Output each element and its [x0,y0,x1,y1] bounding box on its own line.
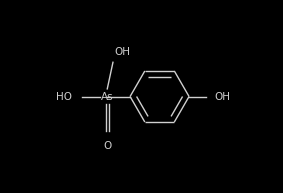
Text: As: As [101,91,113,102]
Text: HO: HO [56,91,72,102]
Text: O: O [103,141,112,151]
Text: OH: OH [115,47,131,57]
Text: OH: OH [215,91,231,102]
